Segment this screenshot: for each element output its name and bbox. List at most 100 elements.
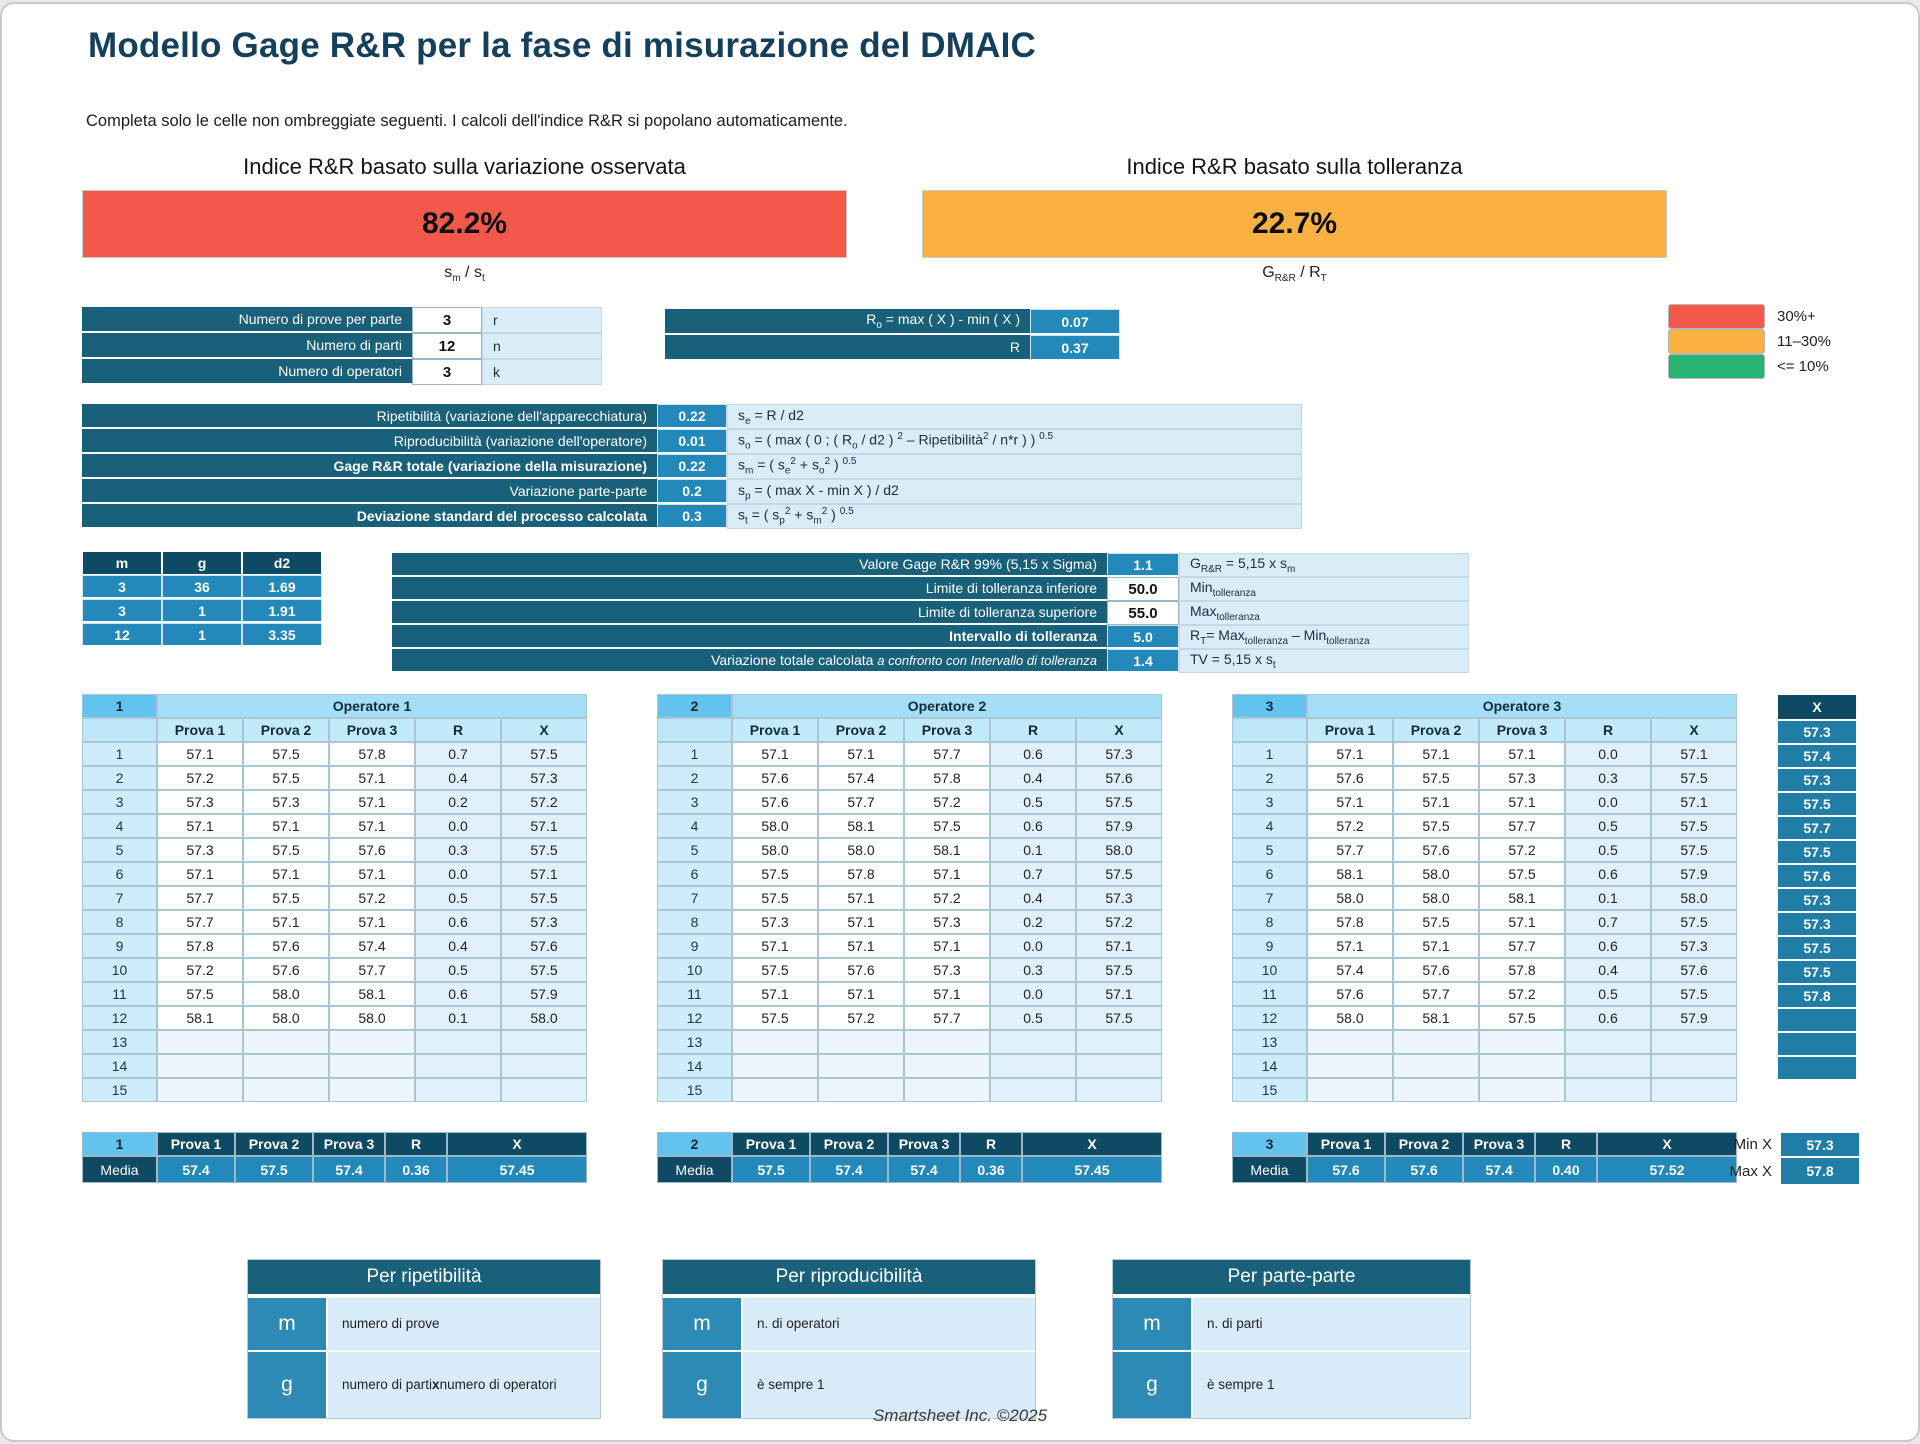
trial-input-cell[interactable]: 57.1 xyxy=(818,982,904,1006)
trial-input-cell[interactable] xyxy=(329,1054,415,1078)
trial-input-cell[interactable] xyxy=(1393,1078,1479,1102)
trial-input-cell[interactable]: 58.1 xyxy=(329,982,415,1006)
count-value-cell[interactable]: 12 xyxy=(412,333,482,359)
trial-input-cell[interactable]: 58.0 xyxy=(732,814,818,838)
trial-input-cell[interactable]: 57.1 xyxy=(243,862,329,886)
trial-input-cell[interactable]: 57.2 xyxy=(1479,982,1565,1006)
trial-input-cell[interactable]: 57.1 xyxy=(329,910,415,934)
trial-input-cell[interactable]: 57.5 xyxy=(1393,766,1479,790)
trial-input-cell[interactable] xyxy=(157,1030,243,1054)
trial-input-cell[interactable]: 57.2 xyxy=(904,790,990,814)
trial-input-cell[interactable]: 57.3 xyxy=(157,838,243,862)
trial-input-cell[interactable]: 58.0 xyxy=(1307,886,1393,910)
trial-input-cell[interactable]: 57.3 xyxy=(243,790,329,814)
trial-input-cell[interactable]: 57.2 xyxy=(329,886,415,910)
trial-input-cell[interactable]: 57.5 xyxy=(904,814,990,838)
trial-input-cell[interactable]: 57.1 xyxy=(1393,742,1479,766)
trial-input-cell[interactable] xyxy=(1307,1030,1393,1054)
trial-input-cell[interactable]: 57.6 xyxy=(243,934,329,958)
trial-input-cell[interactable]: 57.8 xyxy=(157,934,243,958)
trial-input-cell[interactable]: 58.0 xyxy=(1393,886,1479,910)
trial-input-cell[interactable] xyxy=(243,1030,329,1054)
trial-input-cell[interactable]: 57.1 xyxy=(329,790,415,814)
trial-input-cell[interactable]: 57.6 xyxy=(1307,982,1393,1006)
trial-input-cell[interactable] xyxy=(904,1078,990,1102)
trial-input-cell[interactable]: 57.2 xyxy=(157,958,243,982)
trial-input-cell[interactable]: 57.6 xyxy=(1307,766,1393,790)
trial-input-cell[interactable]: 57.1 xyxy=(1307,934,1393,958)
trial-input-cell[interactable]: 57.1 xyxy=(818,910,904,934)
trial-input-cell[interactable]: 57.5 xyxy=(1479,1006,1565,1030)
trial-input-cell[interactable]: 57.7 xyxy=(329,958,415,982)
trial-input-cell[interactable]: 57.5 xyxy=(732,862,818,886)
trial-input-cell[interactable]: 58.1 xyxy=(1479,886,1565,910)
trial-input-cell[interactable]: 57.3 xyxy=(904,910,990,934)
trial-input-cell[interactable]: 57.3 xyxy=(1479,766,1565,790)
trial-input-cell[interactable]: 57.7 xyxy=(904,742,990,766)
trial-input-cell[interactable]: 57.1 xyxy=(329,766,415,790)
trial-input-cell[interactable]: 58.0 xyxy=(818,838,904,862)
trial-input-cell[interactable]: 57.7 xyxy=(818,790,904,814)
trial-input-cell[interactable]: 57.2 xyxy=(818,1006,904,1030)
count-value-cell[interactable]: 3 xyxy=(412,307,482,333)
trial-input-cell[interactable] xyxy=(818,1030,904,1054)
trial-input-cell[interactable]: 57.2 xyxy=(157,766,243,790)
trial-input-cell[interactable]: 57.3 xyxy=(157,790,243,814)
trial-input-cell[interactable]: 57.7 xyxy=(157,910,243,934)
trial-input-cell[interactable]: 57.5 xyxy=(243,742,329,766)
trial-input-cell[interactable]: 58.0 xyxy=(732,838,818,862)
trial-input-cell[interactable]: 57.1 xyxy=(243,814,329,838)
tolerance-value-cell[interactable]: 50.0 xyxy=(1107,577,1179,601)
trial-input-cell[interactable]: 58.1 xyxy=(157,1006,243,1030)
trial-input-cell[interactable]: 57.6 xyxy=(329,838,415,862)
trial-input-cell[interactable]: 57.8 xyxy=(329,742,415,766)
trial-input-cell[interactable] xyxy=(732,1078,818,1102)
trial-input-cell[interactable]: 57.1 xyxy=(329,814,415,838)
trial-input-cell[interactable]: 57.4 xyxy=(818,766,904,790)
trial-input-cell[interactable]: 57.8 xyxy=(904,766,990,790)
trial-input-cell[interactable]: 57.6 xyxy=(1393,838,1479,862)
trial-input-cell[interactable] xyxy=(904,1030,990,1054)
trial-input-cell[interactable] xyxy=(732,1054,818,1078)
trial-input-cell[interactable]: 57.1 xyxy=(1479,910,1565,934)
trial-input-cell[interactable] xyxy=(818,1078,904,1102)
trial-input-cell[interactable] xyxy=(329,1030,415,1054)
trial-input-cell[interactable] xyxy=(904,1054,990,1078)
trial-input-cell[interactable]: 57.1 xyxy=(1393,790,1479,814)
trial-input-cell[interactable]: 57.1 xyxy=(329,862,415,886)
trial-input-cell[interactable]: 57.6 xyxy=(243,958,329,982)
trial-input-cell[interactable]: 57.5 xyxy=(243,886,329,910)
trial-input-cell[interactable]: 57.1 xyxy=(904,982,990,1006)
trial-input-cell[interactable] xyxy=(1393,1054,1479,1078)
trial-input-cell[interactable]: 57.1 xyxy=(1307,790,1393,814)
trial-input-cell[interactable] xyxy=(1393,1030,1479,1054)
trial-input-cell[interactable]: 57.1 xyxy=(157,814,243,838)
trial-input-cell[interactable]: 57.2 xyxy=(1307,814,1393,838)
trial-input-cell[interactable]: 57.4 xyxy=(329,934,415,958)
trial-input-cell[interactable]: 57.4 xyxy=(1307,958,1393,982)
trial-input-cell[interactable]: 58.0 xyxy=(1393,862,1479,886)
trial-input-cell[interactable]: 57.1 xyxy=(904,934,990,958)
trial-input-cell[interactable]: 57.7 xyxy=(1479,814,1565,838)
trial-input-cell[interactable] xyxy=(243,1054,329,1078)
trial-input-cell[interactable]: 57.1 xyxy=(1479,790,1565,814)
trial-input-cell[interactable]: 57.7 xyxy=(157,886,243,910)
trial-input-cell[interactable]: 58.0 xyxy=(243,982,329,1006)
trial-input-cell[interactable]: 57.6 xyxy=(818,958,904,982)
trial-input-cell[interactable]: 57.8 xyxy=(1479,958,1565,982)
trial-input-cell[interactable]: 57.2 xyxy=(1479,838,1565,862)
trial-input-cell[interactable]: 58.0 xyxy=(1307,1006,1393,1030)
trial-input-cell[interactable]: 57.5 xyxy=(243,766,329,790)
trial-input-cell[interactable] xyxy=(1479,1078,1565,1102)
trial-input-cell[interactable]: 57.1 xyxy=(1307,742,1393,766)
trial-input-cell[interactable]: 57.1 xyxy=(732,742,818,766)
trial-input-cell[interactable]: 57.5 xyxy=(732,958,818,982)
trial-input-cell[interactable] xyxy=(329,1078,415,1102)
trial-input-cell[interactable] xyxy=(732,1030,818,1054)
tolerance-value-cell[interactable]: 55.0 xyxy=(1107,601,1179,625)
trial-input-cell[interactable]: 57.1 xyxy=(818,886,904,910)
trial-input-cell[interactable]: 57.6 xyxy=(732,790,818,814)
trial-input-cell[interactable]: 57.5 xyxy=(732,886,818,910)
trial-input-cell[interactable]: 57.7 xyxy=(904,1006,990,1030)
trial-input-cell[interactable]: 58.0 xyxy=(329,1006,415,1030)
